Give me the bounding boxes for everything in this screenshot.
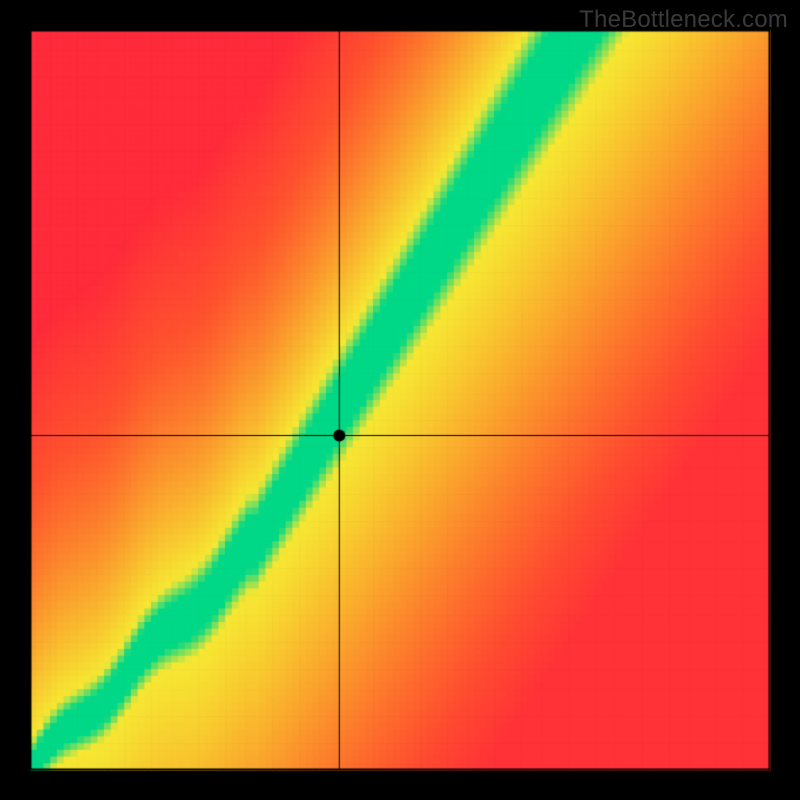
chart-container: { "watermark": { "text": "TheBottleneck.… bbox=[0, 0, 800, 800]
watermark-text: TheBottleneck.com bbox=[579, 6, 788, 34]
bottleneck-heatmap bbox=[0, 0, 800, 800]
